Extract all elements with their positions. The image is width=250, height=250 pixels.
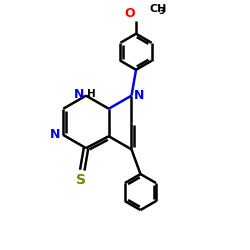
Text: N: N bbox=[74, 88, 84, 101]
Text: S: S bbox=[76, 172, 86, 186]
Text: CH: CH bbox=[149, 4, 166, 14]
Text: N: N bbox=[50, 128, 60, 141]
Text: O: O bbox=[124, 7, 134, 20]
Text: H: H bbox=[87, 89, 96, 99]
Text: N: N bbox=[134, 89, 144, 102]
Text: 3: 3 bbox=[158, 7, 164, 16]
